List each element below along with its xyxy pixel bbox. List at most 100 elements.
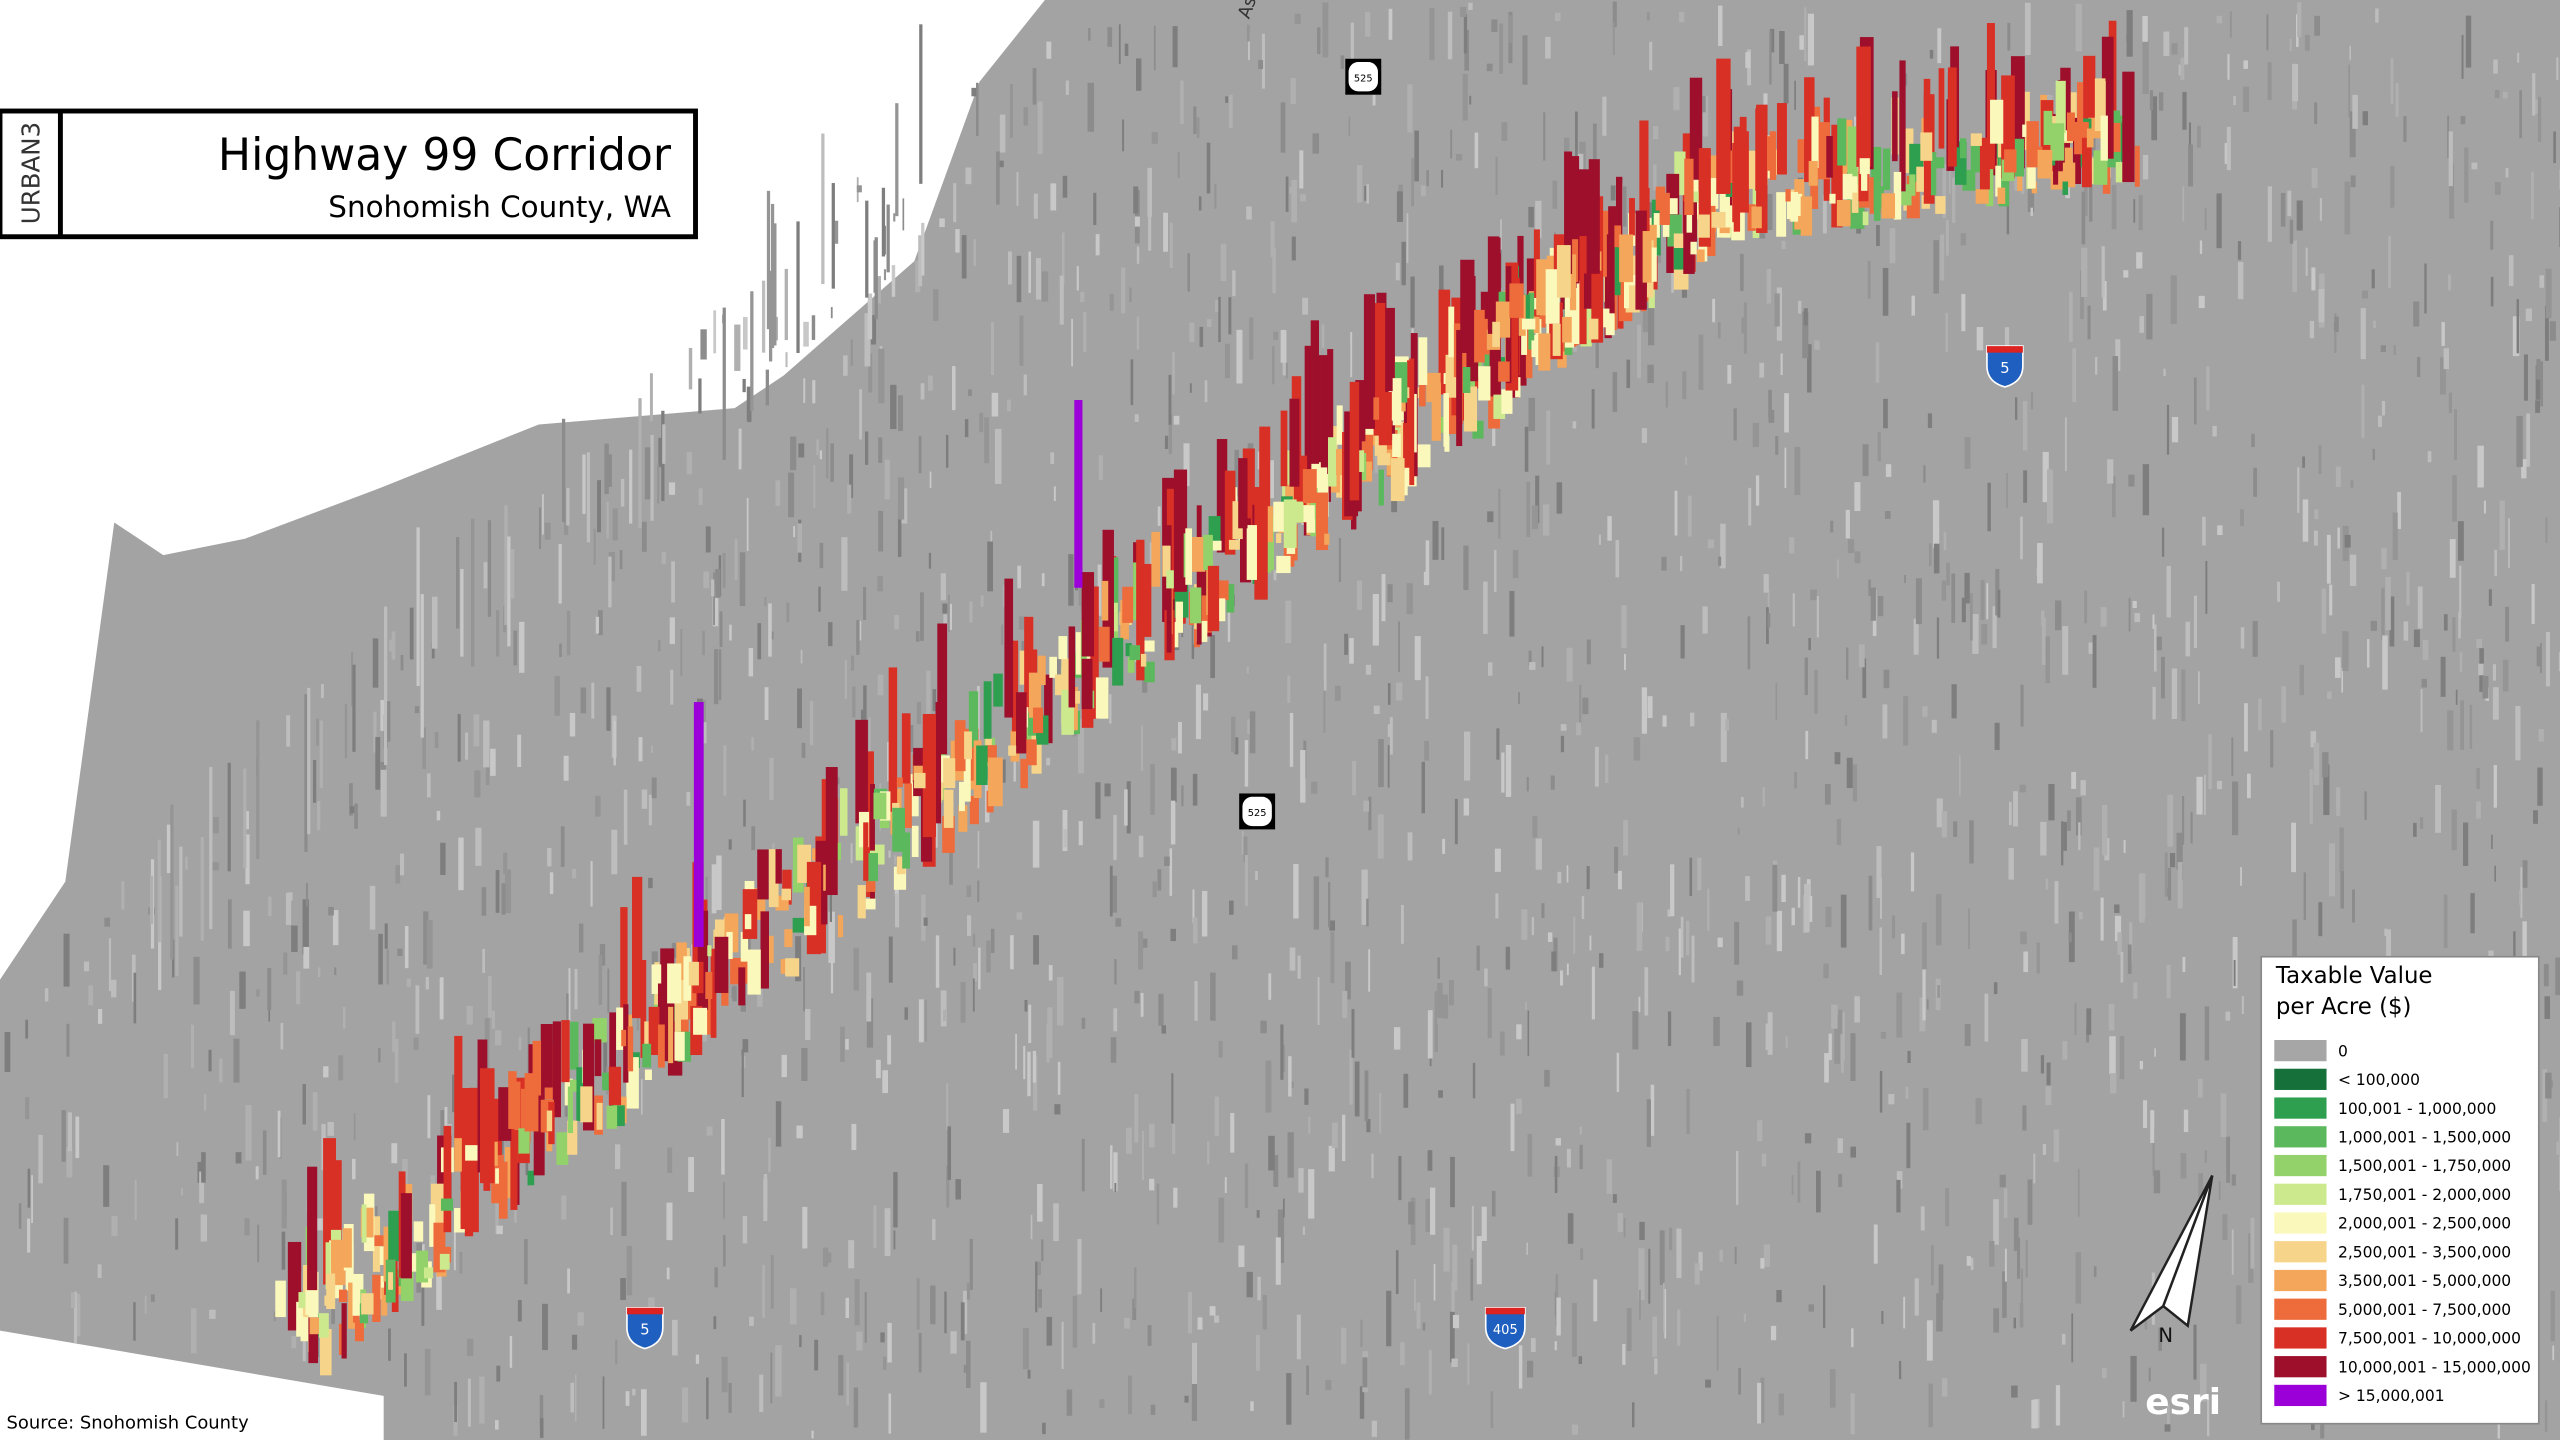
corridor-bar [343, 1228, 352, 1267]
corridor-bar [1099, 627, 1110, 662]
building [882, 1070, 888, 1093]
building [1397, 191, 1403, 222]
building [1543, 504, 1549, 535]
building [1817, 596, 1819, 637]
building [213, 862, 219, 870]
building [698, 378, 701, 413]
building [878, 675, 884, 696]
corridor-bar [1899, 60, 1905, 191]
building [1415, 636, 1421, 680]
building [641, 1079, 643, 1115]
building [1922, 706, 1927, 717]
building [1245, 740, 1248, 787]
building [1699, 335, 1704, 390]
building [1441, 527, 1444, 560]
building [245, 1105, 251, 1161]
corridor-bar [840, 788, 848, 836]
building [1460, 7, 1466, 17]
building [1464, 798, 1469, 815]
building [828, 1252, 832, 1262]
shield-label: 525 [1248, 808, 1267, 819]
building [1443, 1228, 1449, 1272]
building [1590, 936, 1592, 951]
corridor-bar [525, 1073, 539, 1131]
building [802, 743, 806, 758]
corridor-bar [1811, 117, 1818, 168]
building [1291, 78, 1296, 104]
building [2536, 359, 2540, 380]
building [1171, 768, 1177, 803]
building [594, 529, 596, 565]
building [803, 378, 805, 403]
building [1287, 676, 1290, 703]
building [1580, 1145, 1583, 1169]
building [703, 571, 709, 588]
building [1632, 1402, 1634, 1427]
building [2452, 475, 2457, 522]
legend-label: < 100,000 [2338, 1071, 2420, 1089]
building [1400, 1342, 1405, 1365]
building [947, 1126, 951, 1180]
building [1677, 1310, 1680, 1346]
building [1047, 1007, 1052, 1058]
building [2318, 902, 2322, 936]
building [1407, 84, 1412, 132]
building [1527, 777, 1529, 791]
building [1579, 1356, 1582, 1364]
corridor-bar [1229, 540, 1240, 550]
building [1421, 185, 1426, 196]
building [1325, 857, 1328, 877]
building [757, 623, 761, 659]
building [1299, 150, 1303, 188]
building [1679, 12, 1684, 22]
building [1676, 1229, 1681, 1278]
building [1263, 1295, 1267, 1329]
building [1936, 894, 1942, 945]
building [2303, 499, 2309, 541]
building [2444, 348, 2449, 369]
building [687, 452, 692, 474]
building [1037, 1184, 1043, 1222]
building [414, 1038, 419, 1050]
building [1727, 365, 1731, 384]
building [1128, 1376, 1132, 1415]
building [1207, 319, 1212, 327]
building [1134, 1094, 1138, 1142]
corridor-bar [658, 1024, 665, 1067]
corridor-bar [1538, 333, 1550, 370]
building [686, 792, 690, 806]
building [1551, 952, 1556, 972]
building [1031, 1215, 1033, 1239]
building [1718, 557, 1721, 566]
building [776, 1101, 781, 1146]
corridor-bar [628, 1026, 633, 1071]
building [2168, 868, 2171, 900]
building [1652, 1317, 1657, 1357]
building [2162, 528, 2164, 557]
building [1363, 801, 1369, 812]
building [1124, 1318, 1130, 1329]
building [670, 617, 675, 644]
building [2124, 840, 2126, 853]
building [1614, 847, 1618, 873]
building [1104, 784, 1110, 797]
building [2314, 509, 2318, 519]
building [482, 949, 485, 973]
building [2114, 904, 2119, 912]
corridor-bar [2004, 149, 2016, 172]
building [776, 480, 781, 505]
building [2320, 198, 2322, 221]
building [1555, 13, 1561, 21]
building [1297, 956, 1300, 979]
building [821, 134, 824, 285]
building [427, 1095, 430, 1138]
building [1680, 625, 1684, 658]
corridor-bar [2050, 123, 2064, 160]
corridor-bar [1660, 193, 1670, 225]
building [1187, 253, 1190, 291]
corridor-bar [1874, 169, 1881, 220]
building [884, 269, 886, 280]
building [747, 498, 749, 551]
building [2291, 823, 2296, 872]
building [2112, 356, 2118, 411]
